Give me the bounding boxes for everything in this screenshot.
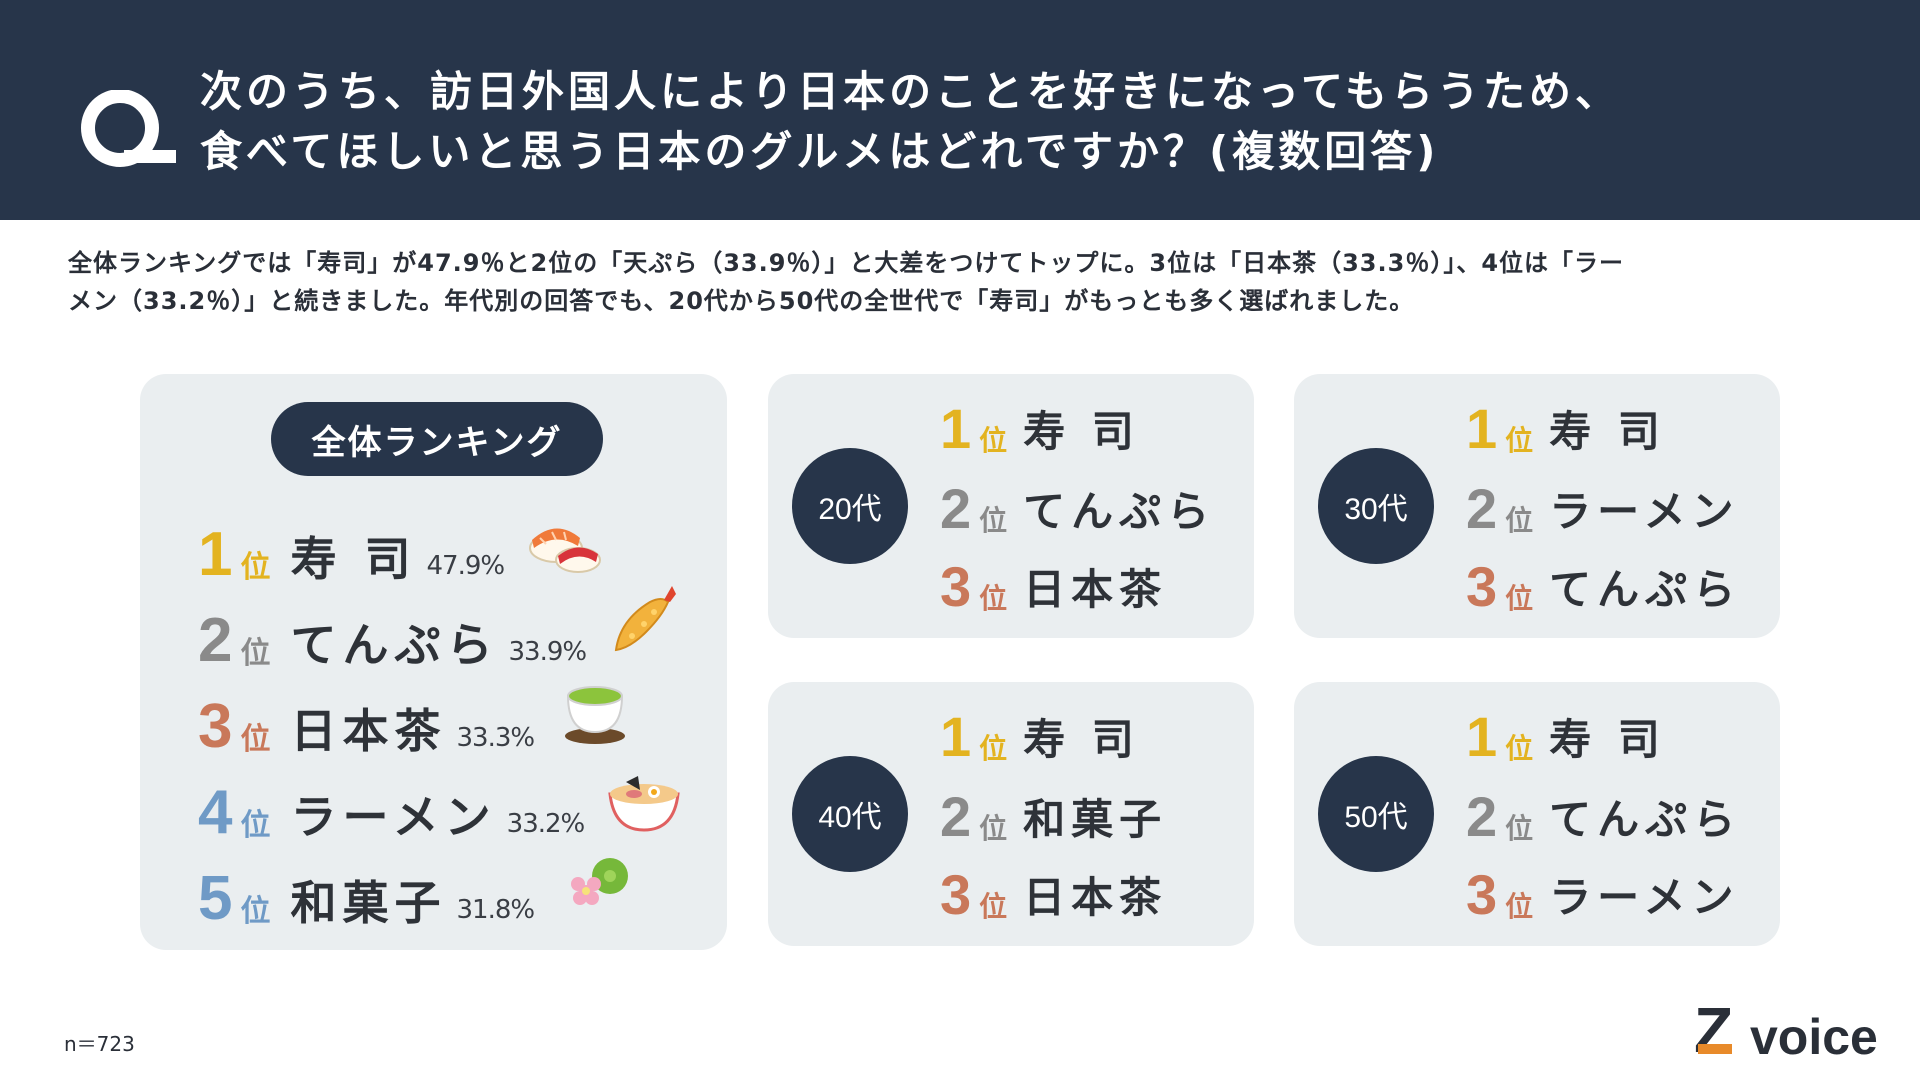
food-name: てんぷら — [1549, 565, 1742, 614]
rank-suffix: 位 — [979, 424, 1008, 457]
ramen-icon — [608, 776, 680, 832]
rank-suffix: 位 — [1505, 582, 1534, 615]
rank-suffix: 位 — [240, 636, 271, 671]
rank-suffix: 位 — [240, 894, 271, 929]
sample-size-note: n＝723 — [64, 1032, 135, 1056]
age-rank-row: 2 位 ラーメン — [1466, 468, 1740, 538]
food-name: 日本茶 — [1023, 565, 1168, 614]
rank-suffix: 位 — [1505, 504, 1534, 537]
age-rank-row: 2 位 てんぷら — [1466, 776, 1741, 846]
rank-number: 2 — [940, 785, 972, 848]
rank-suffix: 位 — [1505, 812, 1534, 845]
wagashi-icon — [571, 858, 628, 905]
age-label: 40代 — [792, 756, 908, 872]
age-panel-40s: 40代 1 位 寿 司 2 位 和菓子 3 位 日本茶 — [768, 682, 1254, 946]
food-percent: 33.2% — [506, 809, 586, 839]
rank-number: 1 — [198, 520, 233, 589]
rank-number: 5 — [198, 864, 233, 933]
age-rank-row: 1 位 寿 司 — [940, 696, 1140, 766]
food-name: 日本茶 — [1023, 873, 1168, 922]
rank-suffix: 位 — [979, 890, 1008, 923]
food-name: てんぷら — [1023, 487, 1216, 536]
food-name: 寿 司 — [1023, 715, 1140, 764]
rank-number: 4 — [198, 778, 233, 847]
rank-number: 2 — [940, 477, 972, 540]
overall-rank-row: 1 位 寿 司 47.9% — [198, 506, 506, 589]
rank-number: 3 — [198, 692, 233, 761]
food-name: てんぷら — [1549, 795, 1742, 844]
rank-suffix: 位 — [979, 812, 1008, 845]
zvoice-logo: Z voice — [1694, 996, 1878, 1060]
sushi-icon — [529, 528, 601, 573]
rank-suffix: 位 — [979, 732, 1008, 765]
rank-number: 1 — [940, 397, 972, 460]
age-label: 50代 — [1318, 756, 1434, 872]
age-rank-row: 2 位 てんぷら — [940, 468, 1215, 538]
age-panel-50s: 50代 1 位 寿 司 2 位 てんぷら 3 位 ラーメン — [1294, 682, 1780, 946]
rank-number: 1 — [1466, 705, 1498, 768]
rank-number: 2 — [198, 606, 233, 675]
food-name: 寿 司 — [1023, 407, 1140, 456]
rank-suffix: 位 — [979, 582, 1008, 615]
rank-number: 1 — [940, 705, 972, 768]
age-label: 30代 — [1318, 448, 1434, 564]
rank-number: 3 — [940, 555, 972, 618]
rank-suffix: 位 — [1505, 890, 1534, 923]
age-label: 20代 — [792, 448, 908, 564]
food-percent: 31.8% — [456, 895, 535, 925]
food-name: 寿 司 — [1549, 715, 1666, 764]
rank-number: 1 — [1466, 397, 1498, 460]
question-title: 次のうち、訪日外国人により日本のことを好きになってもらうため、 食べてほしいと思… — [200, 62, 1621, 182]
food-name: 寿 司 — [1549, 407, 1666, 456]
question-line-1: 次のうち、訪日外国人により日本のことを好きになってもらうため、 — [200, 67, 1621, 116]
rank-suffix: 位 — [979, 504, 1008, 537]
age-rank-row: 1 位 寿 司 — [1466, 696, 1666, 766]
rank-suffix: 位 — [240, 808, 271, 843]
age-rank-row: 3 位 日本茶 — [940, 546, 1167, 616]
question-line-2: 食べてほしいと思う日本のグルメはどれですか？(複数回答) — [200, 127, 1440, 176]
green-tea-icon — [565, 686, 625, 744]
food-name: ラーメン — [1549, 487, 1740, 536]
age-rank-row: 3 位 日本茶 — [940, 854, 1167, 924]
rank-suffix: 位 — [240, 722, 271, 757]
overall-rank-row: 5 位 和菓子 31.8% — [198, 850, 535, 933]
rank-suffix: 位 — [1505, 732, 1534, 765]
food-name: 日本茶 — [290, 704, 447, 758]
tempura-icon — [614, 586, 676, 652]
logo-text: voice — [1750, 1009, 1878, 1060]
food-name: てんぷら — [290, 618, 499, 672]
rank-number: 3 — [1466, 863, 1498, 926]
q-icon — [81, 90, 176, 167]
summary-paragraph: 全体ランキングでは「寿司」が47.9％と2位の「天ぷら（33.9％）」と大差をつ… — [68, 244, 1858, 320]
overall-ranking-title: 全体ランキング — [271, 402, 603, 476]
rank-number: 2 — [1466, 477, 1498, 540]
age-rank-row: 1 位 寿 司 — [940, 388, 1140, 458]
age-panel-20s: 20代 1 位 寿 司 2 位 てんぷら 3 位 日本茶 — [768, 374, 1254, 638]
rank-number: 3 — [940, 863, 972, 926]
overall-rank-row: 4 位 ラーメン 33.2% — [198, 764, 586, 847]
question-header: 次のうち、訪日外国人により日本のことを好きになってもらうため、 食べてほしいと思… — [0, 0, 1920, 220]
age-panel-30s: 30代 1 位 寿 司 2 位 ラーメン 3 位 てんぷら — [1294, 374, 1780, 638]
food-name: 和菓子 — [290, 876, 447, 930]
age-rank-row: 3 位 てんぷら — [1466, 546, 1741, 616]
food-percent: 47.9% — [426, 551, 506, 581]
summary-line-2: メン（33.2％）」と続きました。年代別の回答でも、20代から50代の全世代で「… — [68, 287, 1415, 315]
food-percent: 33.3% — [456, 723, 535, 753]
overall-rank-row: 3 位 日本茶 33.3% — [198, 678, 535, 761]
food-percent: 33.9% — [508, 637, 587, 667]
overall-ranking-panel: 全体ランキング 1 位 寿 司 47.9% 2 位 てんぷら 33.9% 3 位… — [140, 374, 727, 950]
food-name: 寿 司 — [290, 532, 417, 586]
age-rank-row: 3 位 ラーメン — [1466, 854, 1740, 924]
food-name: 和菓子 — [1023, 795, 1168, 844]
food-name: ラーメン — [290, 790, 497, 844]
rank-suffix: 位 — [1505, 424, 1534, 457]
summary-line-1: 全体ランキングでは「寿司」が47.9％と2位の「天ぷら（33.9％）」と大差をつ… — [68, 249, 1625, 277]
age-rank-row: 2 位 和菓子 — [940, 776, 1167, 846]
age-rank-row: 1 位 寿 司 — [1466, 388, 1666, 458]
rank-number: 2 — [1466, 785, 1498, 848]
food-name: ラーメン — [1549, 873, 1740, 922]
rank-suffix: 位 — [240, 550, 271, 585]
rank-number: 3 — [1466, 555, 1498, 618]
overall-rank-row: 2 位 てんぷら 33.9% — [198, 592, 587, 675]
